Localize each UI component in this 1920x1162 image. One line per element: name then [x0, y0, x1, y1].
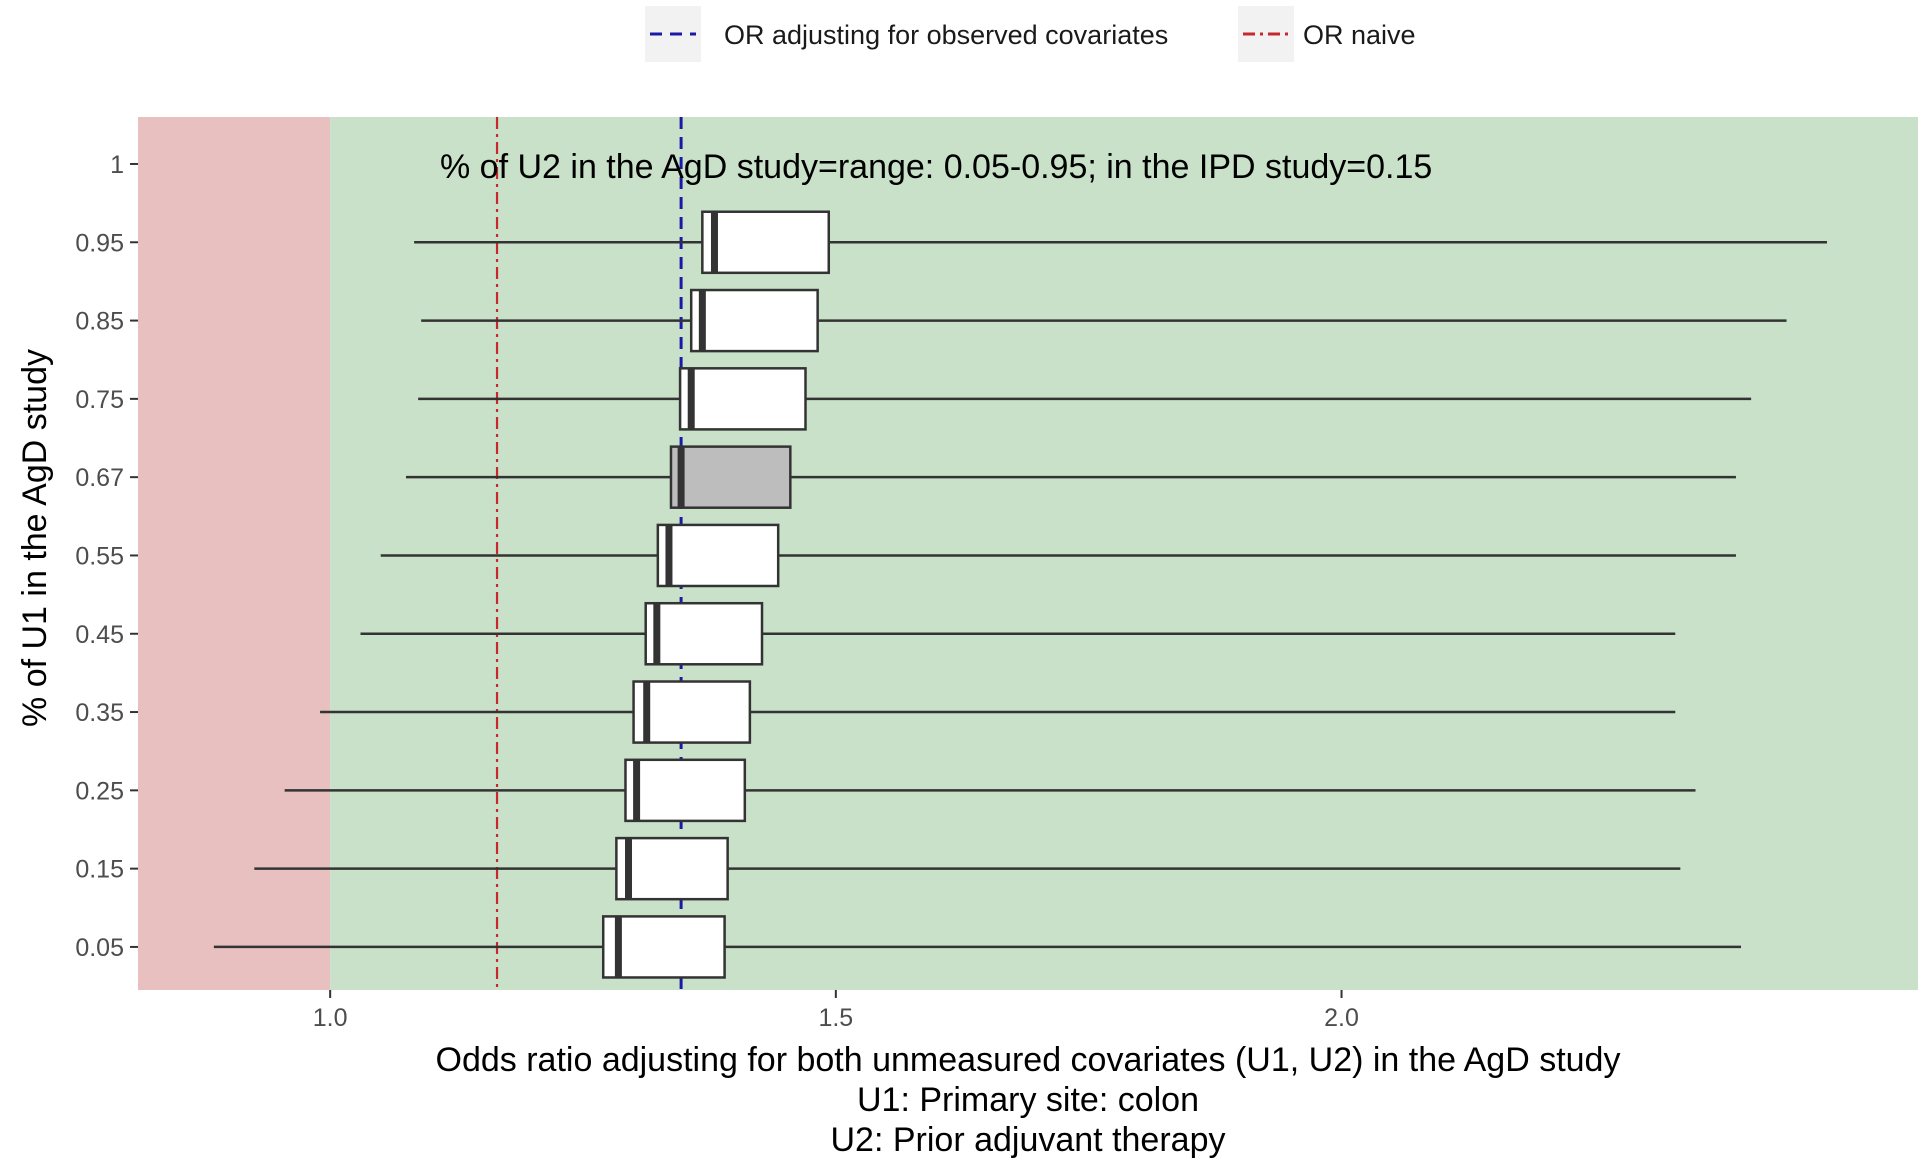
box [689, 288, 819, 353]
boxplot-0.35 [320, 680, 1676, 744]
box [669, 445, 792, 509]
y-tick-label: 0.85 [75, 308, 124, 336]
y-tick-label: 0.67 [75, 464, 124, 492]
y-tick-label: 0.75 [75, 386, 124, 414]
y-tick-label: 0.35 [75, 699, 124, 727]
x-axis-title-line: U1: Primary site: colon [857, 1081, 1199, 1119]
y-axis: 0.05 0.15 0.25 0.35 0.45 0.55 0.67 0.75 0.85 0.95… [75, 151, 138, 962]
y-axis-title: % of U1 in the AgD study [16, 349, 54, 727]
boxplot-0.55 [380, 523, 1736, 588]
y-tick-label: 0.05 [75, 934, 124, 962]
box [632, 680, 752, 744]
legend: OR adjusting for observed covariates OR n… [645, 6, 1416, 62]
box [701, 210, 831, 275]
boxplot-0.85 [421, 288, 1787, 353]
box [624, 758, 747, 823]
boxplot-0.25 [284, 758, 1696, 823]
y-tick-label: 1 [110, 151, 124, 179]
box [601, 915, 726, 979]
y-tick-label: 0.95 [75, 229, 124, 257]
boxplot-0.05 [213, 915, 1742, 979]
boxplot-0.45 [360, 601, 1676, 666]
legend-label: OR naive [1303, 20, 1416, 50]
shaded-region-below-one [138, 117, 331, 990]
shaded-regions [138, 117, 1919, 990]
chart-annotation: % of U2 in the AgD study=range: 0.05-0.9… [440, 148, 1432, 186]
y-tick-label: 0.15 [75, 856, 124, 884]
y-tick-label: 0.45 [75, 621, 124, 649]
shaded-region-above-one [330, 117, 1919, 990]
x-tick-label: 1.5 [818, 1004, 853, 1032]
box [615, 836, 729, 901]
x-tick-label: 1.0 [313, 1004, 348, 1032]
boxplot-0.75 [418, 367, 1752, 431]
box [644, 601, 764, 666]
boxplot-0.15 [254, 836, 1681, 901]
boxplot-0.95 [414, 210, 1827, 275]
boxplot-0.67 [406, 445, 1736, 509]
y-tick-label: 0.55 [75, 542, 124, 570]
x-tick-label: 2.0 [1324, 1004, 1359, 1032]
boxplots [213, 210, 1827, 979]
box [656, 523, 780, 588]
x-axis-title-line: U2: Prior adjuvant therapy [831, 1121, 1226, 1159]
x-axis-title: Odds ratio adjusting for both unmeasured… [436, 1041, 1621, 1159]
x-axis-title-line: Odds ratio adjusting for both unmeasured… [436, 1041, 1621, 1079]
x-axis: 1.0 1.5 2.0 [313, 990, 1359, 1032]
legend-label: OR adjusting for observed covariates [724, 20, 1168, 50]
box [678, 367, 807, 431]
y-tick-label: 0.25 [75, 777, 124, 805]
